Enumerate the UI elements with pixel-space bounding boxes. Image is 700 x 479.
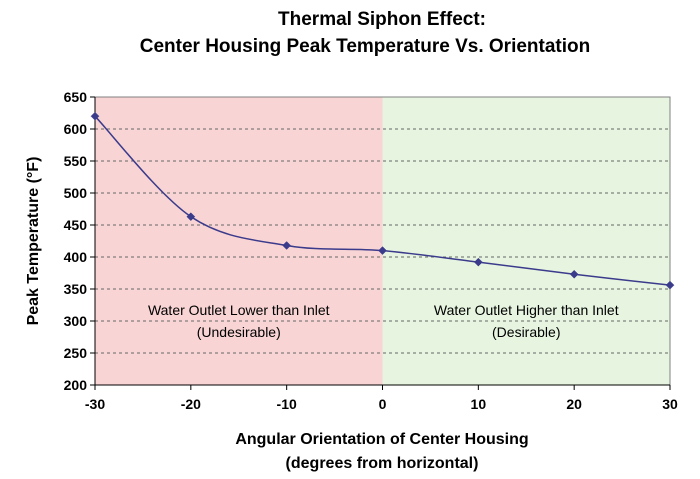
x-tick-label-0: -30 <box>85 396 105 412</box>
y-tick-label-5: 450 <box>64 217 88 233</box>
region-bg-1 <box>382 97 670 385</box>
region-label-0: Water Outlet Lower than Inlet <box>148 302 330 318</box>
y-tick-label-0: 200 <box>64 377 88 393</box>
x-tick-label-3: 0 <box>379 396 387 412</box>
data-point-0-0 <box>90 111 100 121</box>
x-axis-title: Angular Orientation of Center Housing <box>235 431 528 448</box>
y-tick-label-4: 400 <box>64 249 88 265</box>
x-tick-label-6: 30 <box>662 396 678 412</box>
region-label-1: Water Outlet Higher than Inlet <box>434 302 619 318</box>
y-tick-label-2: 300 <box>64 313 88 329</box>
y-tick-label-6: 500 <box>64 185 88 201</box>
y-tick-label-8: 600 <box>64 121 88 137</box>
y-axis-title: Peak Temperature (°F) <box>25 157 42 326</box>
data-point-0-3 <box>378 246 387 255</box>
y-tick-label-3: 350 <box>64 281 88 297</box>
axes <box>90 96 671 390</box>
region-sublabel-0: (Undesirable) <box>197 324 281 340</box>
region-sublabel-1: (Desirable) <box>492 324 560 340</box>
x-axis-subtitle: (degrees from horizontal) <box>286 455 479 472</box>
data-point-0-1 <box>186 212 196 222</box>
region-bg-0 <box>95 97 383 385</box>
data-point-0-2 <box>282 241 292 250</box>
y-tick-label-1: 250 <box>64 345 88 361</box>
x-tick-label-2: -10 <box>277 396 297 412</box>
data-series <box>90 111 675 290</box>
data-point-0-5 <box>569 269 579 279</box>
x-tick-label-5: 20 <box>566 396 582 412</box>
region-annotations: Water Outlet Lower than Inlet (Undesirabl… <box>148 302 619 340</box>
data-point-0-6 <box>665 280 675 290</box>
data-point-0-4 <box>473 257 483 267</box>
chart-title: Thermal Siphon Effect: <box>278 9 486 30</box>
y-tick-label-7: 550 <box>64 153 88 169</box>
x-tick-label-1: -20 <box>181 396 201 412</box>
tick-labels: 200 250 300 350 400 450 500 550 600 650 -30 -20 -10 0… <box>64 89 678 412</box>
y-tick-label-9: 650 <box>64 89 88 105</box>
background-regions <box>95 97 670 385</box>
x-tick-label-4: 10 <box>471 396 487 412</box>
chart-subtitle: Center Housing Peak Temperature Vs. Orie… <box>140 36 590 57</box>
